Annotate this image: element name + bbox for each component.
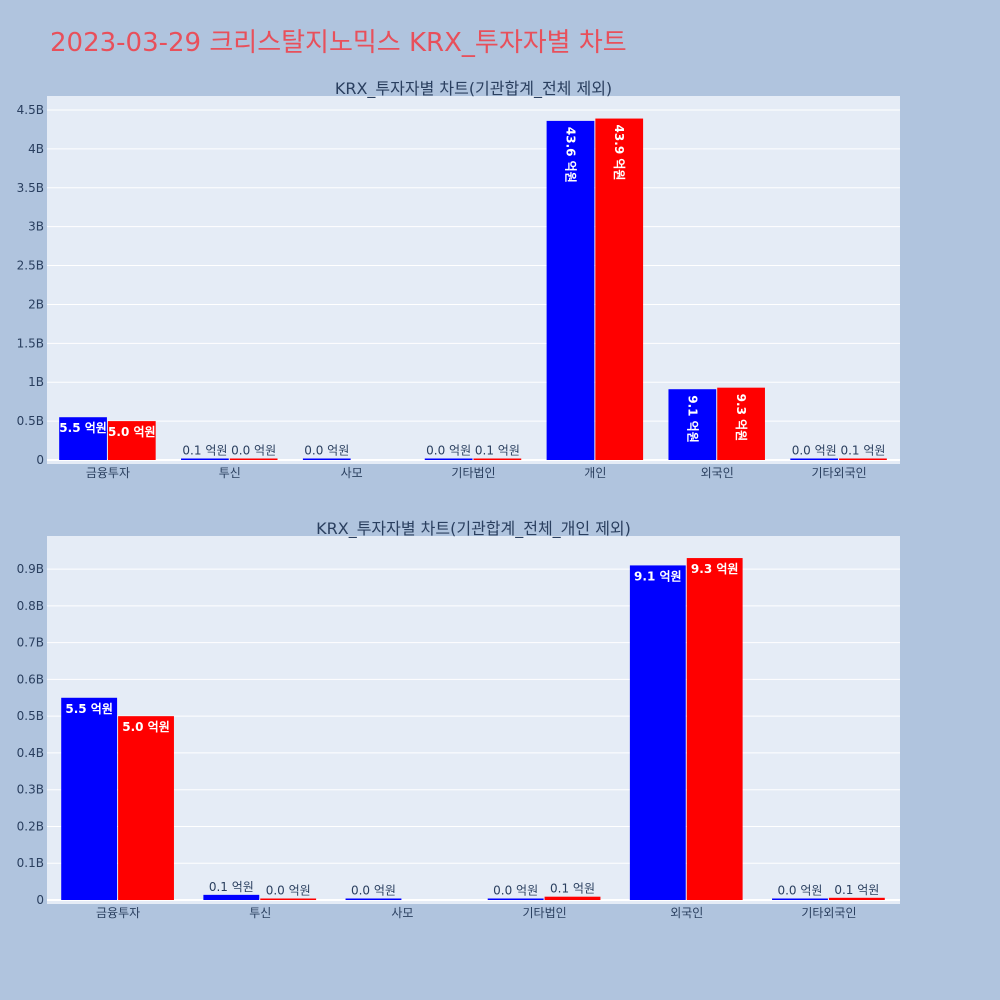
data-label: 0.1 억원 — [182, 444, 227, 458]
data-label: 0.0 억원 — [777, 884, 822, 898]
x-tick-label: 금융투자 — [96, 906, 140, 920]
bar — [828, 897, 885, 900]
bar — [61, 697, 118, 900]
x-tick-label: 투신 — [219, 466, 241, 480]
bar — [345, 898, 402, 900]
bar — [839, 458, 887, 460]
data-label: 0.1 억원 — [550, 882, 595, 896]
y-tick-label: 0.1B — [17, 856, 44, 870]
y-tick-label: 0.5B — [17, 709, 44, 723]
data-label: 0.1 억원 — [475, 444, 520, 458]
data-label: 9.3 억원 — [734, 394, 748, 442]
bar — [473, 458, 522, 460]
y-tick-label: 3.5B — [17, 181, 44, 195]
data-label: 5.5 억원 — [65, 702, 113, 716]
bar — [118, 716, 174, 900]
bar — [629, 565, 686, 900]
data-label: 0.0 억원 — [426, 444, 471, 458]
x-tick-label: 외국인 — [670, 906, 703, 920]
bar — [772, 898, 828, 900]
y-tick-label: 0.7B — [17, 636, 44, 650]
y-tick-label: 0.9B — [17, 562, 44, 576]
chart-title-1: KRX_투자자별 차트(기관합계_전체 제외) — [335, 79, 612, 99]
y-tick-label: 2.5B — [17, 259, 44, 273]
bar — [544, 896, 601, 900]
data-label: 43.6 억원 — [563, 127, 577, 183]
y-tick-label: 3B — [28, 220, 44, 234]
y-tick-label: 0.8B — [17, 599, 44, 613]
x-tick-label: 기타외국인 — [811, 466, 866, 480]
x-tick-label: 금융투자 — [86, 466, 130, 480]
data-label: 0.1 억원 — [834, 883, 879, 897]
x-tick-label: 기타법인 — [451, 466, 495, 480]
bar — [181, 458, 229, 460]
y-tick-label: 0.4B — [17, 746, 44, 760]
bar — [203, 894, 260, 900]
y-tick-label: 0.3B — [17, 783, 44, 797]
x-tick-label: 기타외국인 — [801, 906, 856, 920]
x-tick-label: 기타법인 — [522, 906, 566, 920]
data-label: 0.0 억원 — [304, 444, 349, 458]
bar — [260, 898, 317, 900]
data-label: 43.9 억원 — [612, 125, 626, 181]
bar — [717, 387, 765, 460]
x-tick-label: 개인 — [584, 466, 606, 480]
data-label: 5.5 억원 — [59, 421, 107, 435]
bar — [668, 389, 717, 460]
bar — [595, 118, 644, 461]
y-tick-label: 0.5B — [17, 414, 44, 428]
y-tick-label: 2B — [28, 297, 44, 311]
data-label: 0.1 억원 — [840, 444, 885, 458]
data-label: 9.3 억원 — [691, 562, 739, 576]
bar — [546, 120, 595, 460]
data-label: 5.0 억원 — [122, 720, 170, 734]
x-tick-label: 사모 — [391, 906, 413, 920]
chart-title-2: KRX_투자자별 차트(기관합계_전체_개인 제외) — [316, 519, 631, 539]
bar — [302, 458, 351, 460]
y-tick-label: 0.6B — [17, 672, 44, 686]
x-tick-label: 사모 — [341, 466, 363, 480]
data-label: 9.1 억원 — [634, 569, 682, 583]
data-label: 0.0 억원 — [792, 444, 837, 458]
bar — [686, 558, 743, 900]
y-tick-label: 1.5B — [17, 336, 44, 350]
data-label: 0.0 억원 — [493, 884, 538, 898]
data-label: 0.0 억원 — [351, 884, 396, 898]
bar — [107, 421, 156, 460]
x-tick-label: 외국인 — [701, 466, 734, 480]
bar — [59, 417, 107, 460]
bar — [424, 458, 473, 460]
data-label: 9.1 억원 — [685, 395, 699, 443]
page-title: 2023-03-29 크리스탈지노믹스 KRX_투자자별 차트 — [50, 28, 627, 58]
y-tick-label: 0 — [36, 453, 44, 467]
data-label: 0.0 억원 — [231, 444, 276, 458]
x-tick-label: 투신 — [249, 906, 271, 920]
y-tick-label: 4.5B — [17, 103, 44, 117]
y-tick-label: 0.2B — [17, 819, 44, 833]
y-tick-label: 1B — [28, 375, 44, 389]
plot-area-2 — [47, 536, 900, 904]
bar — [790, 458, 839, 460]
data-label: 0.0 억원 — [266, 884, 311, 898]
data-label: 5.0 억원 — [108, 425, 156, 439]
data-label: 0.1 억원 — [209, 880, 254, 894]
y-tick-label: 4B — [28, 142, 44, 156]
plot-area-1 — [47, 96, 900, 464]
y-tick-label: 0 — [36, 893, 44, 907]
bar — [229, 458, 278, 460]
bar — [487, 898, 544, 900]
